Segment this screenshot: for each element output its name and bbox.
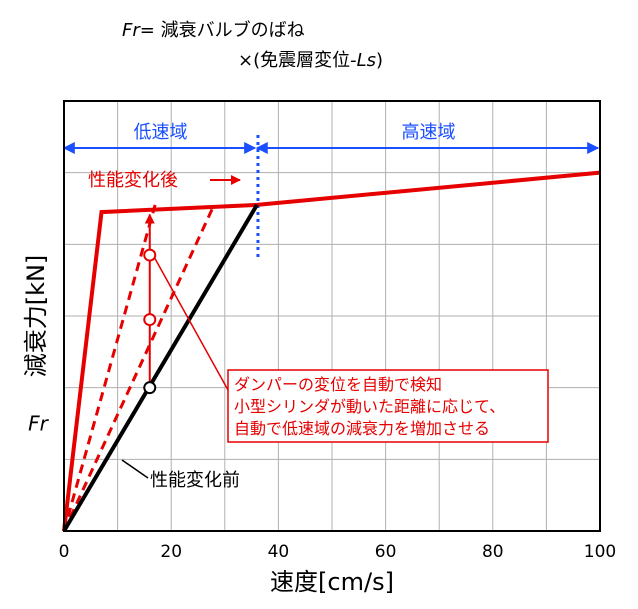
label-before: 性能変化前: [150, 470, 240, 491]
note-line: 自動で低速域の減衰力を増加させる: [234, 419, 490, 438]
y-tick-label-fr: Fr: [28, 412, 50, 436]
x-axis-label: 速度[cm/s]: [270, 568, 394, 596]
formula-var-fr: Fr: [122, 20, 140, 41]
label-after: 性能変化後: [88, 170, 178, 191]
x-tick-label: 20: [160, 542, 182, 562]
region-label: 高速域: [401, 122, 455, 143]
series-line: [62, 170, 601, 532]
note-line: ダンパーの変位を自動で検知: [234, 375, 442, 394]
x-tick-label: 40: [268, 542, 290, 562]
note-leader: [154, 257, 229, 391]
marker-point: [143, 248, 157, 262]
series-lines: [62, 170, 601, 533]
marker-point: [143, 313, 157, 327]
series-line: [62, 204, 157, 532]
x-tick-label: 80: [482, 542, 504, 562]
formula-text-3: ): [376, 50, 384, 71]
plot-frame: [63, 100, 601, 532]
formula-line-2: ×(免震層変位-Ls): [238, 46, 383, 72]
region-label: 低速域: [133, 122, 187, 143]
label-before-leader: [121, 459, 149, 479]
x-tick-label: 100: [584, 542, 616, 562]
axis-ticks: 0 20 40 60 80 100 速度[cm/s] 減衰力[kN] Fr: [22, 255, 616, 596]
formula-var-ls: Ls: [356, 50, 377, 71]
y-axis-label: 減衰力[kN]: [22, 255, 50, 378]
formula-text-2: ×(免震層変位-: [238, 50, 357, 71]
formula-line-1: Fr= 減衰バルブのばね: [122, 16, 305, 42]
speed-regions: 低速域 高速域: [62, 122, 600, 260]
marker-point: [143, 381, 157, 395]
formula-text-1: = 減衰バルブのばね: [139, 20, 305, 41]
note-box: [227, 369, 549, 443]
x-tick-label: 60: [375, 542, 397, 562]
series-line: [62, 203, 259, 533]
x-tick-label: 0: [59, 542, 70, 562]
note-line: 小型シリンダが動いた距離に応じて、: [234, 397, 505, 416]
